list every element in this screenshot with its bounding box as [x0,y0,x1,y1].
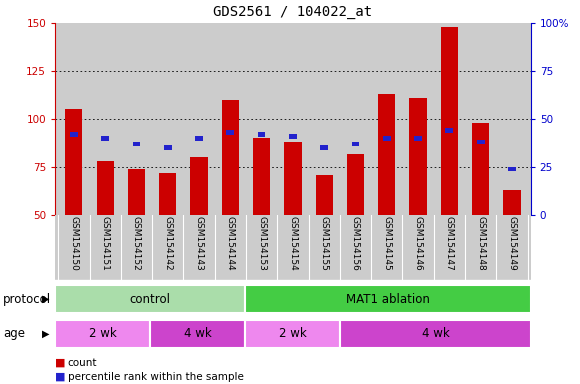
Bar [472,123,490,215]
Text: GSM154146: GSM154146 [414,216,423,271]
Bar [289,134,297,139]
Text: GSM154153: GSM154153 [257,216,266,271]
Bar [70,132,78,137]
Text: 4 wk: 4 wk [184,327,212,340]
Bar [253,138,270,215]
Bar [477,140,484,144]
Bar [55,285,245,313]
Bar [340,320,531,348]
Bar [195,136,203,141]
Bar [55,320,150,348]
Bar [378,94,396,215]
Text: GSM154149: GSM154149 [508,216,516,271]
Text: GSM154150: GSM154150 [70,216,78,271]
Bar [159,173,176,215]
Text: control: control [130,293,171,306]
Text: GSM154148: GSM154148 [476,216,485,271]
Bar [190,157,208,215]
Text: GSM154144: GSM154144 [226,216,235,271]
Bar [284,142,302,215]
Text: GSM154145: GSM154145 [382,216,392,271]
Text: protocol: protocol [3,293,51,306]
Bar [409,98,427,215]
Text: percentile rank within the sample: percentile rank within the sample [68,372,244,382]
Bar [150,320,245,348]
Text: ▶: ▶ [42,329,49,339]
Bar [222,100,239,215]
Text: GSM154142: GSM154142 [163,216,172,271]
Text: 2 wk: 2 wk [89,327,117,340]
Bar [96,161,114,215]
Text: GSM154156: GSM154156 [351,216,360,271]
Bar [320,146,328,150]
Text: GSM154154: GSM154154 [288,216,298,271]
Bar [347,154,364,215]
Bar [245,285,531,313]
Text: MAT1 ablation: MAT1 ablation [346,293,430,306]
Bar [503,190,520,215]
Bar [66,109,82,215]
Title: GDS2561 / 104022_at: GDS2561 / 104022_at [213,5,372,19]
Bar [226,130,234,135]
Text: age: age [3,327,25,340]
Bar [164,146,172,150]
Bar [316,175,333,215]
Text: GSM154155: GSM154155 [320,216,329,271]
Text: GSM154152: GSM154152 [132,216,141,271]
Bar [351,142,360,146]
Bar [128,169,145,215]
Text: ■: ■ [55,358,66,368]
Text: 4 wk: 4 wk [422,327,450,340]
Text: GSM154151: GSM154151 [101,216,110,271]
Bar [441,27,458,215]
Bar [383,136,391,141]
Text: ▶: ▶ [42,294,49,304]
Bar [133,142,140,146]
Text: ■: ■ [55,372,66,382]
Bar [508,167,516,171]
Bar [245,320,340,348]
Text: count: count [68,358,97,368]
Bar [414,136,422,141]
Bar [258,132,266,137]
Bar [102,136,109,141]
Text: GSM154143: GSM154143 [194,216,204,271]
Text: GSM154147: GSM154147 [445,216,454,271]
Text: 2 wk: 2 wk [279,327,307,340]
Bar [445,128,453,133]
